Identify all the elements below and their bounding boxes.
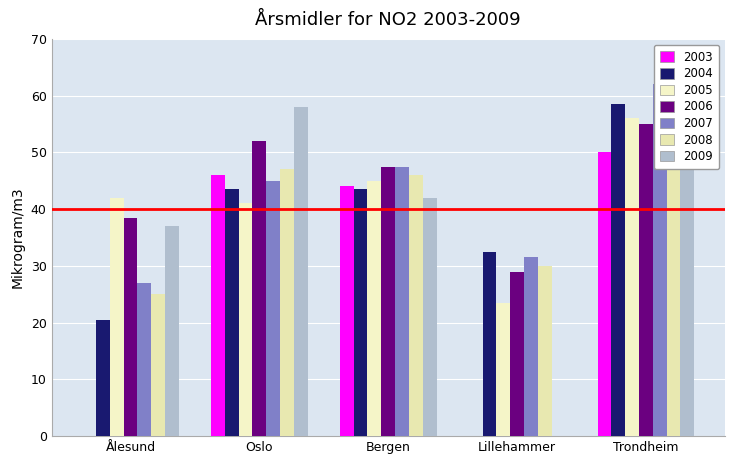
Bar	[409, 175, 422, 436]
Y-axis label: Mikrogram/m3: Mikrogram/m3	[11, 187, 25, 288]
Bar	[612, 104, 626, 436]
Bar	[538, 266, 551, 436]
Bar	[280, 169, 294, 436]
Bar	[224, 189, 238, 436]
Bar	[252, 141, 266, 436]
Bar	[483, 252, 496, 436]
Legend: 2003, 2004, 2005, 2006, 2007, 2008, 2009: 2003, 2004, 2005, 2006, 2007, 2008, 2009	[654, 45, 719, 169]
Bar	[96, 320, 110, 436]
Bar	[340, 186, 354, 436]
Bar	[110, 198, 124, 436]
Bar	[165, 226, 179, 436]
Bar	[639, 124, 653, 436]
Bar	[151, 294, 165, 436]
Bar	[124, 218, 138, 436]
Bar	[598, 153, 612, 436]
Bar	[681, 135, 694, 436]
Bar	[211, 175, 224, 436]
Bar	[667, 130, 681, 436]
Bar	[653, 84, 667, 436]
Bar	[510, 272, 524, 436]
Bar	[354, 189, 367, 436]
Title: Årsmidler for NO2 2003-2009: Årsmidler for NO2 2003-2009	[255, 11, 521, 29]
Bar	[422, 198, 436, 436]
Bar	[294, 107, 308, 436]
Bar	[238, 204, 252, 436]
Bar	[496, 303, 510, 436]
Bar	[626, 119, 639, 436]
Bar	[524, 257, 538, 436]
Bar	[266, 181, 280, 436]
Bar	[138, 283, 151, 436]
Bar	[395, 166, 409, 436]
Bar	[367, 181, 381, 436]
Bar	[381, 166, 395, 436]
